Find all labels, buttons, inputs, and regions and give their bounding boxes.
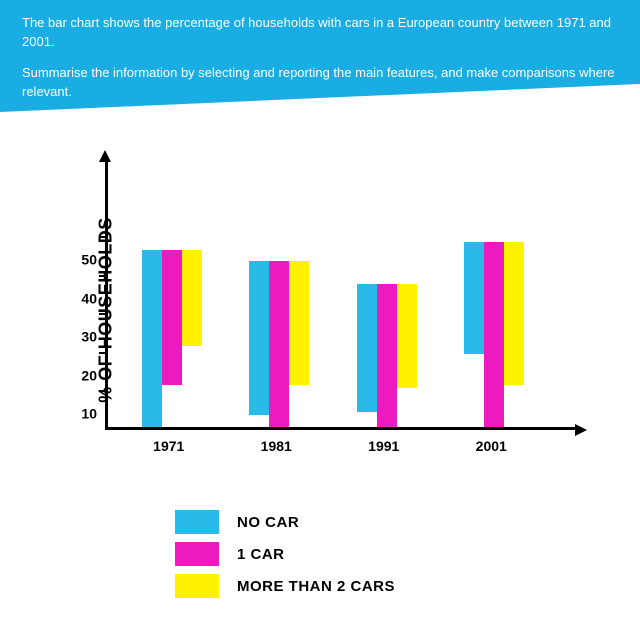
- legend-label: 1 CAR: [237, 546, 285, 563]
- y-tick-mark: [99, 352, 105, 354]
- bar: [162, 250, 182, 385]
- x-tick-label: 1981: [261, 438, 292, 454]
- bar: [357, 284, 377, 411]
- bar-chart: % OF HOUSEHOLDS 102030405019711981199120…: [55, 160, 585, 460]
- x-tick-label: 1991: [368, 438, 399, 454]
- y-tick-mark: [99, 313, 105, 315]
- legend-label: MORE THAN 2 CARS: [237, 578, 395, 595]
- legend-label: NO CAR: [237, 514, 299, 531]
- bar: [377, 284, 397, 427]
- bar: [142, 250, 162, 427]
- chart-legend: NO CAR 1 CAR MORE THAN 2 CARS: [175, 510, 395, 606]
- y-tick-label: 40: [67, 290, 97, 335]
- plot-area: [105, 160, 575, 430]
- banner-text-2: Summarise the information by selecting a…: [22, 64, 618, 102]
- x-axis-arrow-icon: [575, 424, 587, 436]
- task-banner: The bar chart shows the percentage of ho…: [0, 0, 640, 141]
- bar-group: [249, 261, 309, 427]
- y-tick-mark: [99, 390, 105, 392]
- y-tick-mark: [99, 236, 105, 238]
- bar-group: [142, 250, 202, 427]
- legend-item: MORE THAN 2 CARS: [175, 574, 395, 598]
- legend-swatch: [175, 510, 219, 534]
- legend-swatch: [175, 542, 219, 566]
- y-tick-label: 10: [67, 406, 97, 451]
- bar: [289, 261, 309, 384]
- bar-group: [357, 284, 417, 427]
- bar: [504, 242, 524, 385]
- legend-item: NO CAR: [175, 510, 395, 534]
- bar: [484, 242, 504, 427]
- legend-swatch: [175, 574, 219, 598]
- bar: [249, 261, 269, 415]
- x-tick-label: 2001: [476, 438, 507, 454]
- bar: [464, 242, 484, 354]
- y-tick-label: 20: [67, 367, 97, 412]
- bar: [397, 284, 417, 388]
- legend-item: 1 CAR: [175, 542, 395, 566]
- y-tick-mark: [99, 275, 105, 277]
- y-tick-label: 50: [67, 252, 97, 297]
- banner-text-1: The bar chart shows the percentage of ho…: [22, 14, 618, 52]
- bar: [182, 250, 202, 346]
- bar-group: [464, 242, 524, 427]
- x-tick-label: 1971: [153, 438, 184, 454]
- bar: [269, 261, 289, 427]
- y-tick-label: 30: [67, 329, 97, 374]
